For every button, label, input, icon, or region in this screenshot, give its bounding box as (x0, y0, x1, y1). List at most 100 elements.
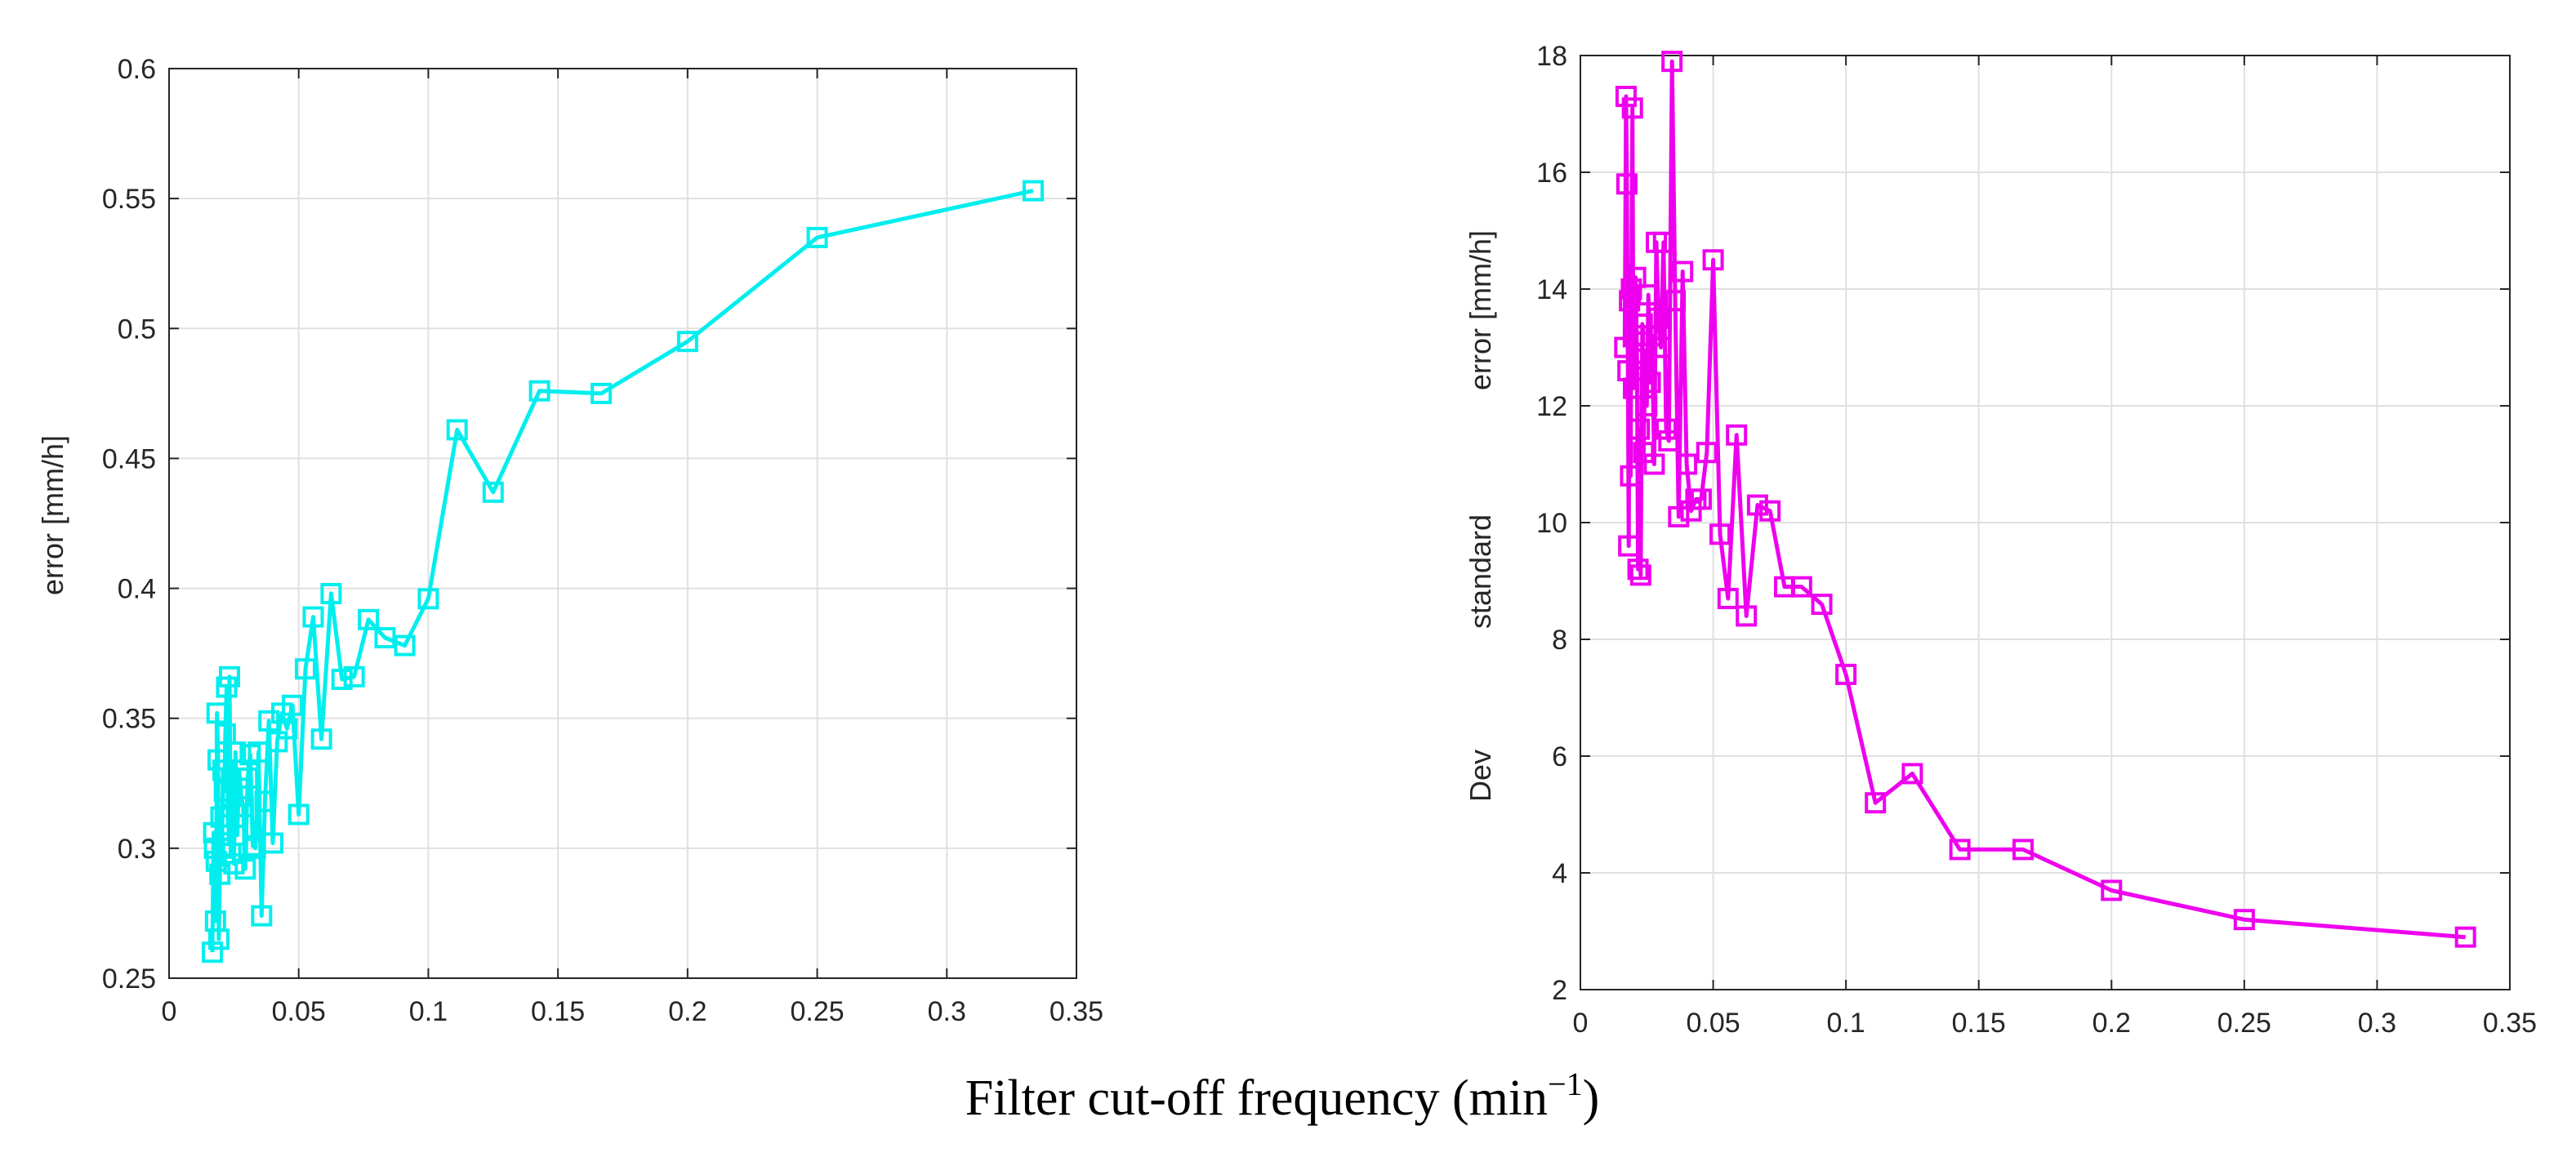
data-point-marker (1865, 792, 1887, 814)
x-tick-label: 0.05 (272, 996, 326, 1027)
data-point-marker (1627, 559, 1649, 581)
y-tick-label: 18 (1536, 41, 1567, 72)
data-point-marker (1661, 51, 1683, 73)
x-tick-label: 0.1 (409, 996, 448, 1027)
data-point-marker (1676, 453, 1698, 475)
data-point-marker (1639, 372, 1661, 394)
data-point-marker (251, 905, 273, 927)
data-point-marker (254, 790, 276, 812)
data-point-marker (1638, 284, 1660, 306)
data-point-marker (1620, 465, 1642, 487)
y-axis-label-part: Dev (1464, 750, 1497, 802)
data-point-marker (1629, 564, 1651, 586)
x-tick-label: 0.05 (1686, 1008, 1740, 1039)
data-point-marker (1811, 594, 1833, 616)
y-tick-label: 0.45 (102, 443, 156, 474)
right-chart-std-dev: 0 0.05 0.1 0.15 0.2 0.25 0.3 0.35 2 4 6 8 10 12 14 16 18… (1464, 41, 2537, 1039)
data-point-marker (1615, 86, 1637, 108)
data-point-marker (1656, 418, 1678, 440)
y-tick-label: 0.25 (102, 964, 156, 995)
data-point-marker (1616, 173, 1638, 195)
data-point-marker (1665, 290, 1687, 312)
caption-close-paren: ) (1583, 1070, 1600, 1126)
x-tick-label: 0.15 (1952, 1008, 2006, 1039)
data-point-marker (1690, 488, 1712, 510)
data-point-marker (1618, 535, 1640, 557)
data-point-marker (394, 634, 416, 656)
data-point-marker (1621, 97, 1643, 119)
x-tick-label: 0.15 (531, 996, 585, 1027)
data-point-marker (1668, 505, 1690, 527)
data-point-marker (482, 481, 504, 503)
data-point-marker (1652, 231, 1674, 253)
data-point-marker (528, 380, 550, 402)
data-point-marker (234, 858, 256, 880)
data-point-marker (261, 832, 283, 854)
data-point-marker (1736, 605, 1758, 627)
data-point-marker (287, 803, 310, 826)
series-line (1622, 59, 2466, 940)
data-point-marker (374, 627, 396, 649)
x-tick-label: 0.3 (928, 996, 966, 1027)
data-point-marker (417, 588, 439, 610)
left-chart-error: 0 0.05 0.1 0.15 0.2 0.25 0.3 0.35 0.25 0.3 0.35 0.4… (36, 54, 1103, 1027)
y-axis-label-part: standard (1464, 514, 1497, 629)
y-tick-label: 0.5 (118, 314, 156, 345)
y-tick-label: 0.35 (102, 704, 156, 735)
data-point-marker (2012, 839, 2035, 861)
data-point-marker (1726, 424, 1748, 446)
series-line (210, 189, 1034, 953)
data-point-marker (806, 226, 828, 248)
y-axis-label: error [mm/h] (36, 435, 69, 595)
y-tick-label: 16 (1536, 158, 1567, 189)
x-tick-label: 0.25 (2217, 1008, 2271, 1039)
data-point-marker (358, 608, 380, 630)
x-tick-label: 0 (162, 996, 177, 1027)
data-point-marker (446, 419, 468, 441)
data-point-marker (310, 728, 332, 750)
y-tick-label: 0.6 (118, 54, 156, 85)
data-point-marker (343, 665, 365, 688)
data-point-marker (1949, 839, 1971, 861)
data-point-marker (1901, 763, 1923, 785)
data-point-marker (1636, 395, 1658, 416)
y-tick-label: 0.3 (118, 834, 156, 865)
y-tick-label: 0.4 (118, 574, 156, 605)
data-point-marker (331, 668, 353, 690)
data-point-marker (1624, 266, 1647, 288)
x-tick-label: 0.1 (1827, 1008, 1865, 1039)
data-point-marker (1633, 442, 1655, 464)
y-tick-label: 8 (1552, 625, 1567, 656)
plot-frame (168, 68, 1077, 979)
y-tick-label: 14 (1536, 274, 1567, 305)
y-tick-label: 6 (1552, 741, 1567, 772)
y-tick-label: 2 (1552, 975, 1567, 1006)
data-point-marker (1022, 180, 1044, 202)
x-tick-label: 0.2 (668, 996, 706, 1027)
y-tick-label: 10 (1536, 508, 1567, 539)
x-tick-label: 0 (1573, 1008, 1589, 1039)
data-point-marker (1672, 260, 1694, 283)
caption-text: Filter cut-off frequency (min (965, 1070, 1548, 1126)
data-point-marker (1650, 336, 1672, 358)
data-point-marker (302, 606, 324, 628)
y-axis-label-part: error [mm/h] (1464, 230, 1497, 390)
data-point-marker (2454, 926, 2476, 948)
data-point-marker (2233, 909, 2255, 931)
data-point-marker (676, 331, 698, 353)
data-point-marker (1647, 307, 1669, 329)
y-tick-label: 12 (1536, 391, 1567, 422)
data-point-marker (2101, 879, 2123, 901)
data-point-marker (294, 658, 316, 680)
data-point-marker (320, 582, 342, 604)
data-point-marker (1643, 453, 1665, 475)
data-point-marker (237, 767, 259, 789)
caption-superscript: −1 (1548, 1066, 1583, 1102)
x-axis-caption: Filter cut-off frequency (min−1) (965, 1066, 1600, 1126)
y-tick-label: 0.55 (102, 184, 156, 215)
data-point-marker (1790, 576, 1812, 598)
data-point-marker (242, 834, 264, 857)
data-point-marker (591, 382, 613, 404)
x-tick-label: 0.35 (2483, 1008, 2537, 1039)
